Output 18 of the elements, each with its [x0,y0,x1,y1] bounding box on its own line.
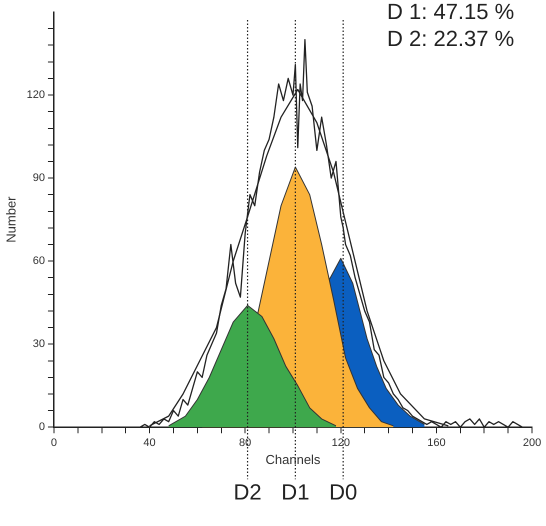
x-tick-label: 0 [50,436,58,449]
ref-line-label: D2 [234,479,262,504]
y-tick-label: 0 [38,421,45,434]
y-tick-label: 120 [26,89,45,102]
ref-line-label: D1 [281,479,310,504]
x-axis-title: Channels [266,452,321,467]
annotation: D 1: 47.15 % [387,0,514,24]
y-tick-label: 30 [32,338,45,350]
x-tick-label: 160 [427,436,446,449]
x-tick-label: 40 [143,436,156,449]
y-tick-label: 90 [32,172,45,184]
ref-line-label: D0 [329,479,358,504]
x-tick-label: 200 [522,436,542,449]
annotation: D 2: 22.37 % [387,26,514,52]
y-axis-title: Number [3,196,18,243]
x-tick-label: 80 [239,436,252,449]
y-tick-label: 60 [32,255,45,268]
x-tick-label: 120 [332,436,350,449]
